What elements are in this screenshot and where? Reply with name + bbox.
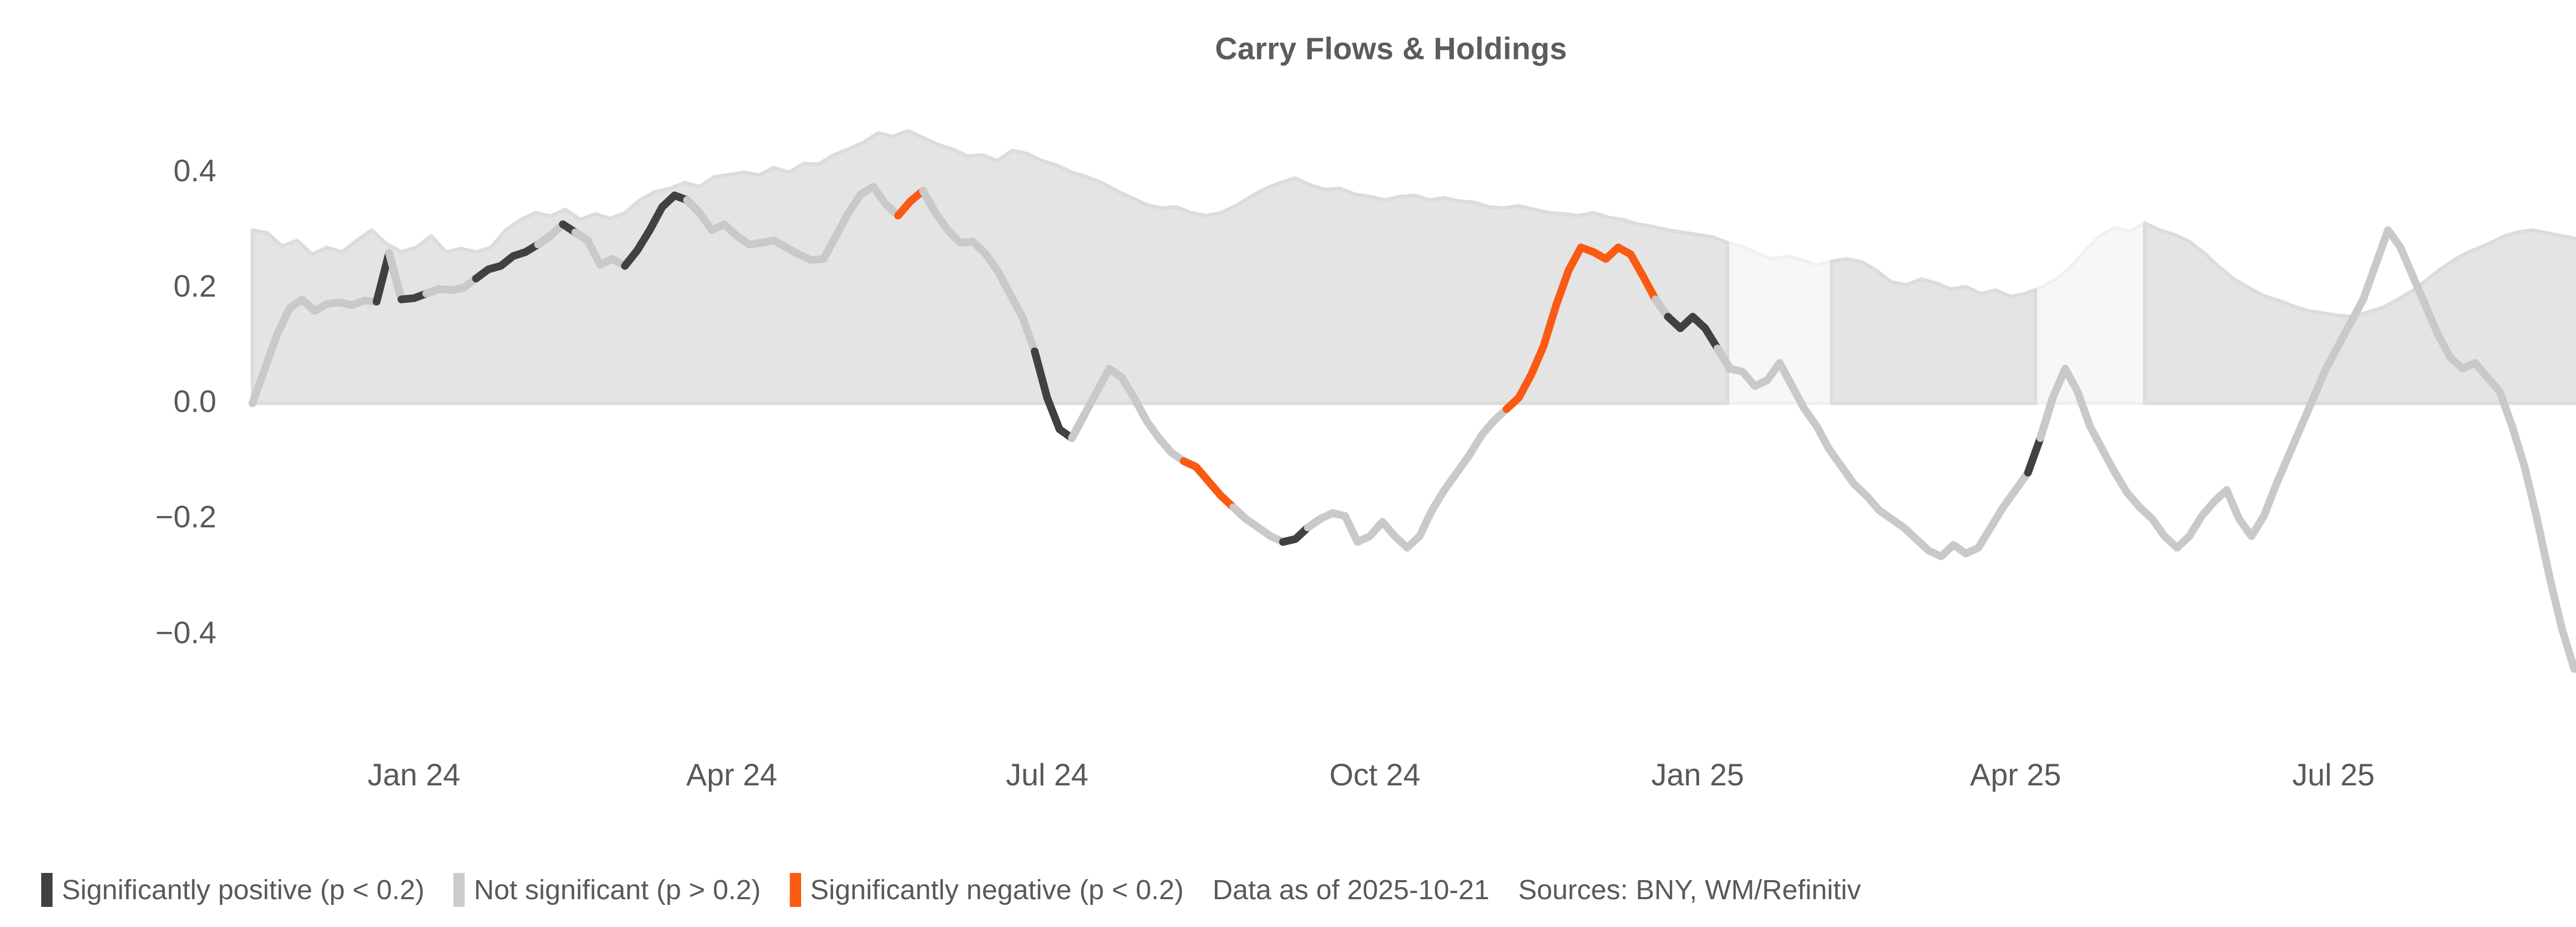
flows-line-segment-10 (683, 183, 914, 264)
data-as-of-note: Data as of 2025-10-21 (1212, 874, 1489, 905)
y-tick-label-1: 0.2 (173, 268, 216, 303)
flows-line-segment-12 (919, 186, 1051, 402)
y-tick-label-3: −0.2 (155, 500, 216, 535)
flows-line-segment-18 (1304, 393, 1523, 552)
flows-line-segment-0 (248, 249, 393, 407)
legend-swatch-not-significant (453, 873, 465, 907)
legend-label-not-significant: Not significant (p > 0.2) (473, 874, 761, 905)
chart-legend: Significantly positive (p < 0.2) Not sig… (41, 869, 1890, 911)
sources-note: Sources: BNY, WM/Refinitiv (1518, 874, 1861, 905)
legend-swatch-significantly-negative (789, 873, 801, 907)
y-tick-label-4: −0.4 (155, 615, 216, 650)
flows-line-segment-24 (2036, 226, 2576, 673)
chart-title: Carry Flows & Holdings (1215, 31, 1567, 66)
legend-item-significantly-positive[interactable]: Significantly positive (p < 0.2) (41, 873, 425, 907)
flows-line-segment-19 (1502, 243, 1672, 413)
y-tick-label-0: 0.4 (173, 153, 216, 188)
holdings-area-layer (250, 129, 2576, 405)
flows-line-segment-22 (1714, 345, 2044, 560)
x-tick-label-2: Jul 24 (1006, 758, 1089, 792)
x-tick-label-7: Oct 25 (2548, 757, 2576, 793)
legend-item-significantly-negative[interactable]: Significantly negative (p < 0.2) (789, 873, 1184, 907)
x-tick-label-1: Apr 24 (686, 758, 777, 792)
legend-swatch-significantly-positive (41, 873, 53, 907)
x-tick-label-6: Jul 25 (2292, 758, 2375, 792)
legend-label-significantly-negative: Significantly negative (p < 0.2) (810, 874, 1184, 905)
holdings-area-band-2 (2143, 221, 2576, 405)
legend-item-not-significant[interactable]: Not significant (p > 0.2) (453, 873, 761, 907)
x-tick-label-0: Jan 24 (367, 758, 461, 792)
holdings-area-band-0 (250, 129, 1730, 405)
holdings-area-band-1 (1830, 257, 2038, 405)
carry-flows-line-layer (248, 183, 2576, 673)
x-tick-label-5: Apr 25 (1970, 758, 2061, 792)
flows-line-segment-14 (1068, 365, 1200, 471)
x-tick-label-3: Oct 24 (1329, 758, 1420, 792)
flows-line-segment-16 (1229, 503, 1299, 546)
x-tick-label-4: Jan 25 (1651, 758, 1744, 792)
legend-label-significantly-positive: Significantly positive (p < 0.2) (62, 874, 425, 905)
y-tick-label-2: 0.0 (173, 384, 216, 419)
